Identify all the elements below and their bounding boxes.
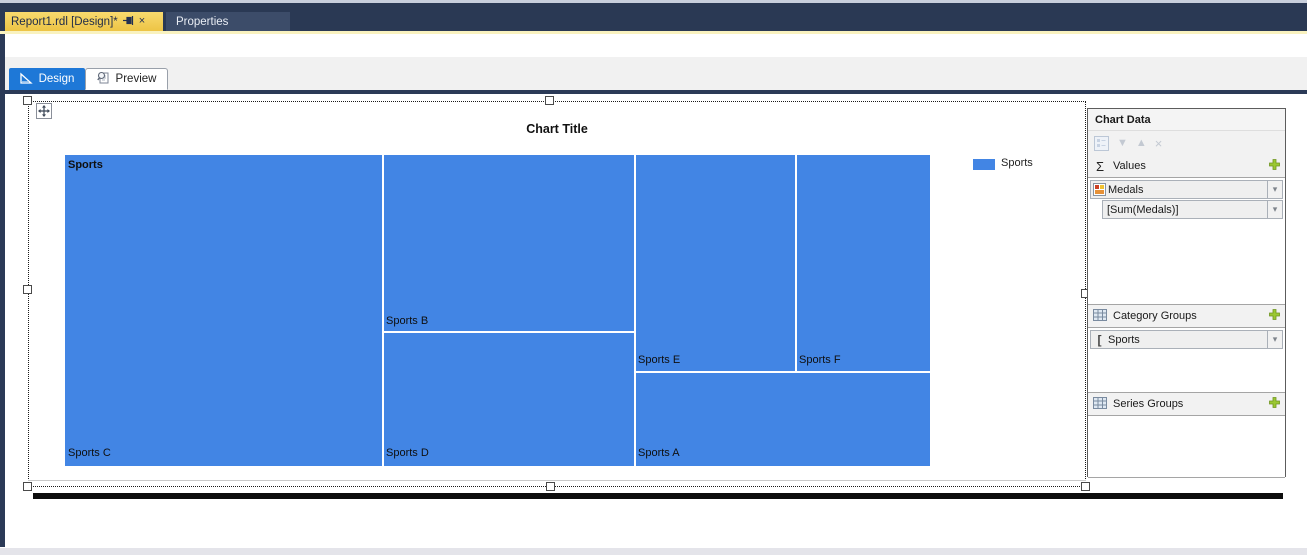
report-body-bottom-edge[interactable]	[33, 493, 1283, 499]
value-aggregate-dropdown-icon[interactable]: ▾	[1267, 201, 1282, 218]
treemap-tile-label-a: Sports A	[638, 447, 680, 459]
treemap-tile-label-f: Sports F	[799, 354, 841, 366]
tab-design-view[interactable]: Design	[9, 68, 85, 90]
properties-tab-label: Properties	[176, 15, 229, 28]
move-up-icon[interactable]: ▲	[1135, 137, 1147, 149]
category-groups-section-header: Category Groups	[1088, 305, 1285, 327]
treemap-divider	[634, 155, 636, 466]
add-series-group-button[interactable]	[1269, 397, 1280, 411]
sigma-icon: Σ	[1095, 158, 1105, 174]
move-arrows-icon	[38, 105, 50, 117]
category-group-dropdown-icon[interactable]: ▾	[1267, 331, 1282, 348]
value-field-dropdown-icon[interactable]: ▾	[1267, 181, 1282, 198]
tab-properties[interactable]: Properties	[166, 12, 290, 31]
chart-data-panel-title: Chart Data	[1088, 109, 1285, 131]
chart-field-icon	[1091, 183, 1108, 196]
treemap-tile-label-d: Sports D	[386, 447, 429, 459]
document-tab-label: Report1.rdl [Design]*	[11, 15, 118, 28]
field-properties-icon[interactable]	[1094, 135, 1109, 151]
add-category-group-button[interactable]	[1269, 309, 1280, 323]
preview-magnifier-icon	[96, 71, 110, 87]
treemap-group-label: Sports	[68, 159, 103, 171]
value-aggregate-expression[interactable]: [Sum(Medals)] ▾	[1102, 200, 1283, 219]
values-list: Medals ▾ [Sum(Medals)] ▾	[1088, 177, 1285, 305]
treemap-tile-label-c: Sports C	[68, 447, 111, 459]
tab-report1-design[interactable]: Report1.rdl [Design]* ×	[5, 12, 163, 31]
toolbar-bottom-border	[0, 90, 1307, 94]
chart-data-panel: Chart Data ▼ ▲ × Σ Values Medals ▾	[1087, 108, 1286, 478]
category-group-label: Sports	[1108, 333, 1140, 346]
value-aggregate-label: [Sum(Medals)]	[1107, 203, 1179, 216]
resize-handle-top-middle[interactable]	[545, 96, 554, 105]
value-field-label: Medals	[1108, 183, 1144, 196]
legend-label: Sports	[1001, 157, 1033, 169]
resize-handle-top-left[interactable]	[23, 96, 32, 105]
chart-title[interactable]: Chart Title	[526, 122, 588, 136]
chart-move-handle[interactable]	[36, 103, 52, 119]
treemap-divider	[382, 155, 384, 466]
window-top-border	[0, 0, 1307, 3]
resize-handle-bottom-right[interactable]	[1081, 482, 1090, 491]
window-bottom-strip	[0, 548, 1307, 555]
category-groups-header-label: Category Groups	[1113, 310, 1197, 322]
delete-icon[interactable]: ×	[1154, 135, 1163, 151]
treemap-divider	[795, 155, 797, 371]
group-bracket-icon: [	[1097, 332, 1102, 347]
active-tab-accent-line	[0, 31, 1307, 34]
chart-bottom-edge	[28, 480, 1086, 481]
legend-swatch[interactable]	[973, 159, 995, 170]
chart-data-toolbar: ▼ ▲ ×	[1088, 131, 1285, 155]
design-tab-label: Design	[38, 73, 75, 85]
document-tab-bar: Report1.rdl [Design]* × Properties	[0, 3, 1307, 31]
series-groups-section-header: Series Groups	[1088, 393, 1285, 415]
move-down-icon[interactable]: ▼	[1117, 137, 1128, 149]
add-value-button[interactable]	[1269, 159, 1280, 173]
category-groups-icon	[1093, 308, 1107, 324]
view-switch-row: Design Preview	[0, 34, 1307, 90]
category-groups-list: [ Sports ▾	[1088, 327, 1285, 393]
series-groups-header-label: Series Groups	[1113, 398, 1184, 410]
values-header-label: Values	[1113, 160, 1146, 172]
series-groups-list	[1088, 415, 1285, 478]
values-section-header: Σ Values	[1088, 155, 1285, 177]
category-group-sports[interactable]: [ Sports ▾	[1090, 330, 1283, 349]
treemap-tile-label-e: Sports E	[638, 354, 681, 366]
treemap-divider	[382, 331, 636, 333]
value-field-medals[interactable]: Medals ▾	[1090, 180, 1283, 199]
treemap-divider	[634, 371, 930, 373]
design-ruler-icon	[19, 72, 33, 87]
series-groups-icon	[1093, 396, 1107, 412]
resize-handle-bottom-left[interactable]	[23, 482, 32, 491]
resize-handle-left-middle[interactable]	[23, 285, 32, 294]
tab-preview-view[interactable]: Preview	[85, 68, 168, 90]
preview-tab-label: Preview	[115, 73, 157, 85]
pin-icon[interactable]	[122, 15, 134, 29]
resize-handle-bottom-middle[interactable]	[546, 482, 555, 491]
window-left-border	[0, 34, 5, 547]
treemap-chart[interactable]: Sports Sports B Sports C Sports D Sports…	[65, 155, 930, 466]
close-icon[interactable]: ×	[138, 15, 146, 27]
toolbar-strip: ▲ ▼	[0, 57, 1307, 145]
treemap-tile-label-b: Sports B	[386, 315, 429, 327]
